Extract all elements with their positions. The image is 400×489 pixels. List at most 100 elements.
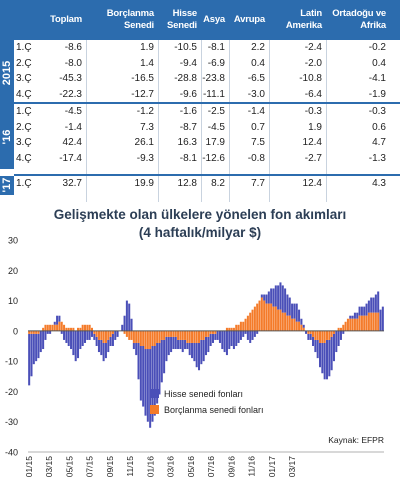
equity-fund-bar [221, 330, 224, 350]
legend-swatch-equity [150, 389, 159, 398]
bond-fund-bar [349, 318, 352, 331]
table-cell: -0.8 [247, 152, 265, 164]
equity-fund-bar [372, 297, 375, 313]
table-cell: 12.4 [302, 137, 322, 148]
column-divider [269, 40, 270, 202]
bond-fund-bar [144, 330, 147, 350]
column-header: Hisse Senedi [167, 8, 197, 31]
bond-fund-bar [298, 321, 301, 331]
table-cell: -8.0 [64, 57, 82, 69]
equity-fund-bar [277, 285, 280, 310]
bond-fund-bar [267, 303, 270, 331]
y-tick-label: 30 [8, 236, 18, 246]
bond-fund-bar [151, 330, 154, 346]
table-cell: -8.7 [179, 121, 197, 133]
bond-fund-bar [356, 318, 359, 331]
y-tick-label: 10 [8, 296, 18, 306]
equity-fund-bar [137, 342, 140, 380]
equity-fund-bar [279, 282, 282, 310]
equity-fund-bar [158, 342, 161, 395]
equity-fund-bar [237, 330, 240, 343]
equity-fund-bar [65, 330, 68, 343]
bond-fund-bar [342, 324, 345, 331]
equity-fund-bar [309, 333, 312, 340]
bond-fund-bar [284, 312, 287, 331]
bond-fund-bar [370, 312, 373, 331]
equity-fund-bar [172, 336, 175, 350]
bond-fund-bar [314, 330, 317, 340]
equity-fund-bar [204, 336, 208, 356]
bond-fund-bar [239, 321, 242, 331]
bond-fund-bar [167, 330, 170, 337]
bond-fund-bar [128, 330, 131, 340]
table-cell: 32.7 [62, 178, 82, 189]
table-cell: -2.7 [304, 152, 322, 164]
equity-fund-bar [144, 349, 147, 416]
equity-fund-bar [374, 294, 377, 313]
table-cell: 4.7 [372, 137, 386, 148]
equity-fund-bar [153, 346, 156, 416]
bond-fund-bar [97, 330, 100, 340]
column-divider [86, 40, 87, 202]
bond-fund-bar [125, 330, 128, 337]
bond-fund-bar [102, 330, 105, 343]
bond-fund-bar [307, 330, 310, 334]
table-cell: 0.4 [251, 57, 265, 69]
bond-fund-bar [79, 327, 82, 331]
equity-fund-bar [109, 336, 112, 346]
equity-fund-bar [177, 339, 180, 350]
equity-fund-bar [225, 330, 228, 356]
bond-fund-bar [186, 330, 189, 343]
bond-fund-bar [295, 321, 298, 331]
bond-fund-bar [332, 330, 335, 334]
table-cell: -3.0 [247, 88, 265, 100]
equity-fund-bar [349, 315, 352, 319]
equity-fund-bar [239, 330, 242, 340]
equity-fund-bar [44, 330, 47, 340]
equity-fund-bar [321, 342, 324, 374]
chart-subtitle: (4 haftalık/milyar $) [138, 225, 262, 240]
equity-fund-bar [156, 342, 159, 404]
table-cell: 0.4 [372, 57, 386, 69]
x-tick-label: 11/16 [247, 456, 257, 477]
equity-fund-bar [56, 315, 59, 325]
equity-fund-bar [174, 336, 177, 350]
equity-fund-bar [104, 342, 107, 359]
bond-fund-bar [72, 327, 75, 331]
equity-fund-bar [230, 330, 233, 346]
equity-fund-bar [242, 330, 245, 337]
year-band [0, 176, 14, 195]
equity-fund-bar [42, 330, 45, 350]
table-cell: -1.9 [368, 88, 386, 100]
group-separator [14, 102, 400, 104]
equity-fund-bar [318, 342, 322, 368]
table-cell: -9.6 [179, 88, 197, 100]
equity-fund-bar [286, 294, 289, 316]
bond-fund-bar [237, 324, 240, 331]
bond-fund-bar [225, 327, 228, 331]
bond-fund-bar [249, 312, 252, 331]
equity-fund-bar [288, 297, 291, 316]
bond-fund-bar [325, 330, 329, 340]
bond-fund-bar [339, 327, 342, 331]
equity-fund-bar [81, 330, 84, 346]
equity-fund-bar [267, 291, 270, 304]
table-cell: 2.2 [251, 42, 265, 53]
equity-fund-bar [216, 330, 219, 340]
table-cell: -6.9 [207, 57, 225, 69]
bond-fund-bar [228, 327, 231, 331]
equity-fund-bar [70, 330, 73, 350]
bond-fund-bar [344, 321, 347, 331]
bond-fund-bar [123, 330, 126, 334]
quarter-label: 3.Ç [16, 137, 32, 148]
table-cell: 12.8 [177, 178, 197, 189]
equity-fund-bar [251, 330, 254, 340]
bond-fund-bar [281, 312, 284, 331]
table-cell: -6.5 [247, 73, 265, 84]
bond-fund-bar [193, 330, 196, 343]
equity-fund-bar [188, 342, 191, 356]
table-cell: -45.3 [59, 73, 82, 84]
bond-fund-bar [65, 327, 68, 331]
equity-fund-bar [339, 330, 342, 340]
